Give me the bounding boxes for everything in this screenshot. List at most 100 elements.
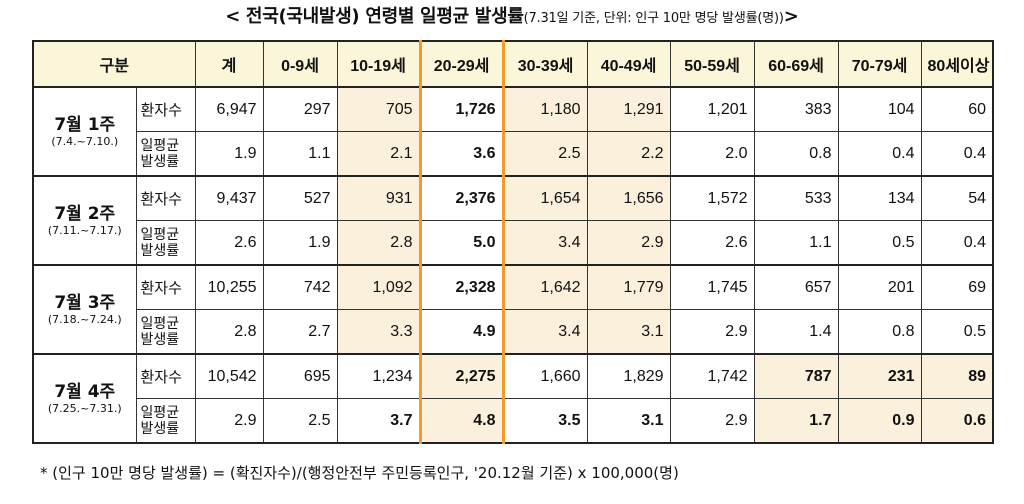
cases-cell: 1,642 bbox=[502, 264, 588, 310]
cases-cell: 787 bbox=[753, 353, 839, 399]
row-label-rate-line2: 발생률 bbox=[140, 153, 180, 170]
rate-cell: 2.9 bbox=[586, 220, 671, 266]
rate-cell: 0.6 bbox=[920, 398, 994, 444]
header-total: 계 bbox=[194, 40, 264, 88]
cases-cell: 9,437 bbox=[194, 175, 264, 221]
rate-cell: 2.9 bbox=[194, 398, 264, 444]
rate-cell: 0.4 bbox=[920, 220, 994, 266]
cases-cell: 1,779 bbox=[586, 264, 671, 310]
rate-cell: 2.8 bbox=[336, 220, 421, 266]
header-category: 구분 bbox=[32, 40, 196, 88]
cases-cell: 1,726 bbox=[418, 86, 505, 132]
header-age-40-49: 40-49세 bbox=[586, 40, 671, 88]
row-label-cases: 환자수 bbox=[135, 86, 196, 132]
cases-cell: 60 bbox=[920, 86, 994, 132]
row-label-cases: 환자수 bbox=[135, 353, 196, 399]
table-body: 7월 1주 (7.4.~7.10.) 환자수 6,947 297 705 1,726 1,18… bbox=[32, 86, 994, 444]
week-label-cell: 7월 3주 (7.18.~7.24.) bbox=[32, 264, 137, 355]
header-age-80-plus: 80세이상 bbox=[920, 40, 994, 88]
table-row: 7월 2주 (7.11.~7.17.) 환자수 9,437 527 931 2,376 1,6… bbox=[32, 175, 994, 266]
rate-cell: 1.9 bbox=[262, 220, 338, 266]
cases-cell: 527 bbox=[262, 175, 338, 221]
row-label-rate-line2: 발생률 bbox=[140, 420, 180, 437]
row-label-rate: 일평균 발생률 bbox=[135, 131, 196, 177]
row-label-cases: 환자수 bbox=[135, 175, 196, 221]
rate-cell: 3.1 bbox=[586, 398, 671, 444]
row-label-rate-line1: 일평균 bbox=[140, 315, 180, 332]
rate-cell: 1.9 bbox=[194, 131, 264, 177]
cases-cell: 1,092 bbox=[336, 264, 421, 310]
week-label-cell: 7월 2주 (7.11.~7.17.) bbox=[32, 175, 137, 266]
rate-cell: 2.1 bbox=[336, 131, 421, 177]
rate-cell: 2.5 bbox=[262, 398, 338, 444]
cases-cell: 742 bbox=[262, 264, 338, 310]
rate-cell: 3.4 bbox=[502, 220, 588, 266]
header-age-20-29: 20-29세 bbox=[418, 40, 505, 88]
rate-cell: 3.6 bbox=[418, 131, 505, 177]
cases-cell: 705 bbox=[336, 86, 421, 132]
cases-cell: 1,660 bbox=[502, 353, 588, 399]
cases-cell: 657 bbox=[753, 264, 839, 310]
cases-cell: 89 bbox=[920, 353, 994, 399]
cases-cell: 6,947 bbox=[194, 86, 264, 132]
cases-cell: 54 bbox=[920, 175, 994, 221]
rate-cell: 1.7 bbox=[753, 398, 839, 444]
header-age-70-79: 70-79세 bbox=[837, 40, 922, 88]
cases-cell: 1,234 bbox=[336, 353, 421, 399]
week-label: 7월 4주 bbox=[54, 381, 116, 402]
cases-cell: 201 bbox=[837, 264, 922, 310]
title-close-bracket: > bbox=[783, 6, 799, 27]
week-date-range: (7.18.~7.24.) bbox=[47, 312, 122, 326]
header-age-50-59: 50-59세 bbox=[669, 40, 755, 88]
rate-cell: 2.5 bbox=[502, 131, 588, 177]
cases-cell: 533 bbox=[753, 175, 839, 221]
cases-cell: 1,654 bbox=[502, 175, 588, 221]
table-row: 7월 1주 (7.4.~7.10.) 환자수 6,947 297 705 1,726 1,18… bbox=[32, 86, 994, 177]
cases-cell: 1,180 bbox=[502, 86, 588, 132]
week-label-cell: 7월 1주 (7.4.~7.10.) bbox=[32, 86, 137, 177]
cases-cell: 383 bbox=[753, 86, 839, 132]
cases-cell: 2,328 bbox=[418, 264, 505, 310]
table-row: 일평균 발생률 2.6 1.9 2.8 5.0 3.4 2.9 2.6 1.1 0.5 0.4 bbox=[33, 220, 994, 266]
week-label-cell: 7월 4주 (7.25.~7.31.) bbox=[32, 353, 137, 444]
rate-cell: 2.2 bbox=[586, 131, 671, 177]
rate-cell: 0.5 bbox=[920, 309, 994, 355]
cases-cell: 1,742 bbox=[669, 353, 755, 399]
title-main: < 전국(국내발생) 연령별 일평균 발생률 bbox=[225, 6, 524, 27]
cases-cell: 69 bbox=[920, 264, 994, 310]
rate-cell: 3.4 bbox=[502, 309, 588, 355]
cases-cell: 10,542 bbox=[194, 353, 264, 399]
cases-cell: 1,572 bbox=[669, 175, 755, 221]
table-row: 일평균 발생률 2.9 2.5 3.7 4.8 3.5 3.1 2.9 1.7 0.9 0.6 bbox=[33, 398, 994, 444]
header-age-30-39: 30-39세 bbox=[502, 40, 588, 88]
row-label-cases: 환자수 bbox=[135, 264, 196, 310]
rate-cell: 1.1 bbox=[262, 131, 338, 177]
rate-cell: 0.4 bbox=[837, 131, 922, 177]
rate-cell: 3.1 bbox=[586, 309, 671, 355]
rate-cell: 0.4 bbox=[920, 131, 994, 177]
cases-cell: 134 bbox=[837, 175, 922, 221]
cases-cell: 1,291 bbox=[586, 86, 671, 132]
table-row: 7월 4주 (7.25.~7.31.) 환자수 10,542 695 1,234 2,275… bbox=[32, 353, 994, 444]
header-age-60-69: 60-69세 bbox=[753, 40, 839, 88]
row-label-rate-line2: 발생률 bbox=[140, 242, 180, 259]
rate-cell: 2.6 bbox=[669, 220, 755, 266]
rate-cell: 3.5 bbox=[502, 398, 588, 444]
row-label-rate: 일평균 발생률 bbox=[135, 309, 196, 355]
title-subtitle: (7.31일 기준, 단위: 인구 10만 명당 발생률(명)) bbox=[523, 11, 784, 26]
cases-cell: 1,829 bbox=[586, 353, 671, 399]
cases-cell: 2,275 bbox=[418, 353, 505, 399]
cases-cell: 931 bbox=[336, 175, 421, 221]
cases-cell: 2,376 bbox=[418, 175, 505, 221]
cases-cell: 1,745 bbox=[669, 264, 755, 310]
cases-cell: 1,656 bbox=[586, 175, 671, 221]
rate-cell: 2.9 bbox=[669, 309, 755, 355]
rate-cell: 4.8 bbox=[418, 398, 505, 444]
rate-cell: 5.0 bbox=[418, 220, 505, 266]
rate-cell: 1.4 bbox=[753, 309, 839, 355]
table-row: 일평균 발생률 2.8 2.7 3.3 4.9 3.4 3.1 2.9 1.4 0.8 0.5 bbox=[33, 309, 994, 355]
age-incidence-table: 구분 계 0-9세 10-19세 20-29세 30-39세 40-49세 50… bbox=[32, 40, 995, 444]
rate-cell: 0.9 bbox=[837, 398, 922, 444]
week-date-range: (7.11.~7.17.) bbox=[47, 223, 122, 237]
rate-cell: 2.0 bbox=[669, 131, 755, 177]
